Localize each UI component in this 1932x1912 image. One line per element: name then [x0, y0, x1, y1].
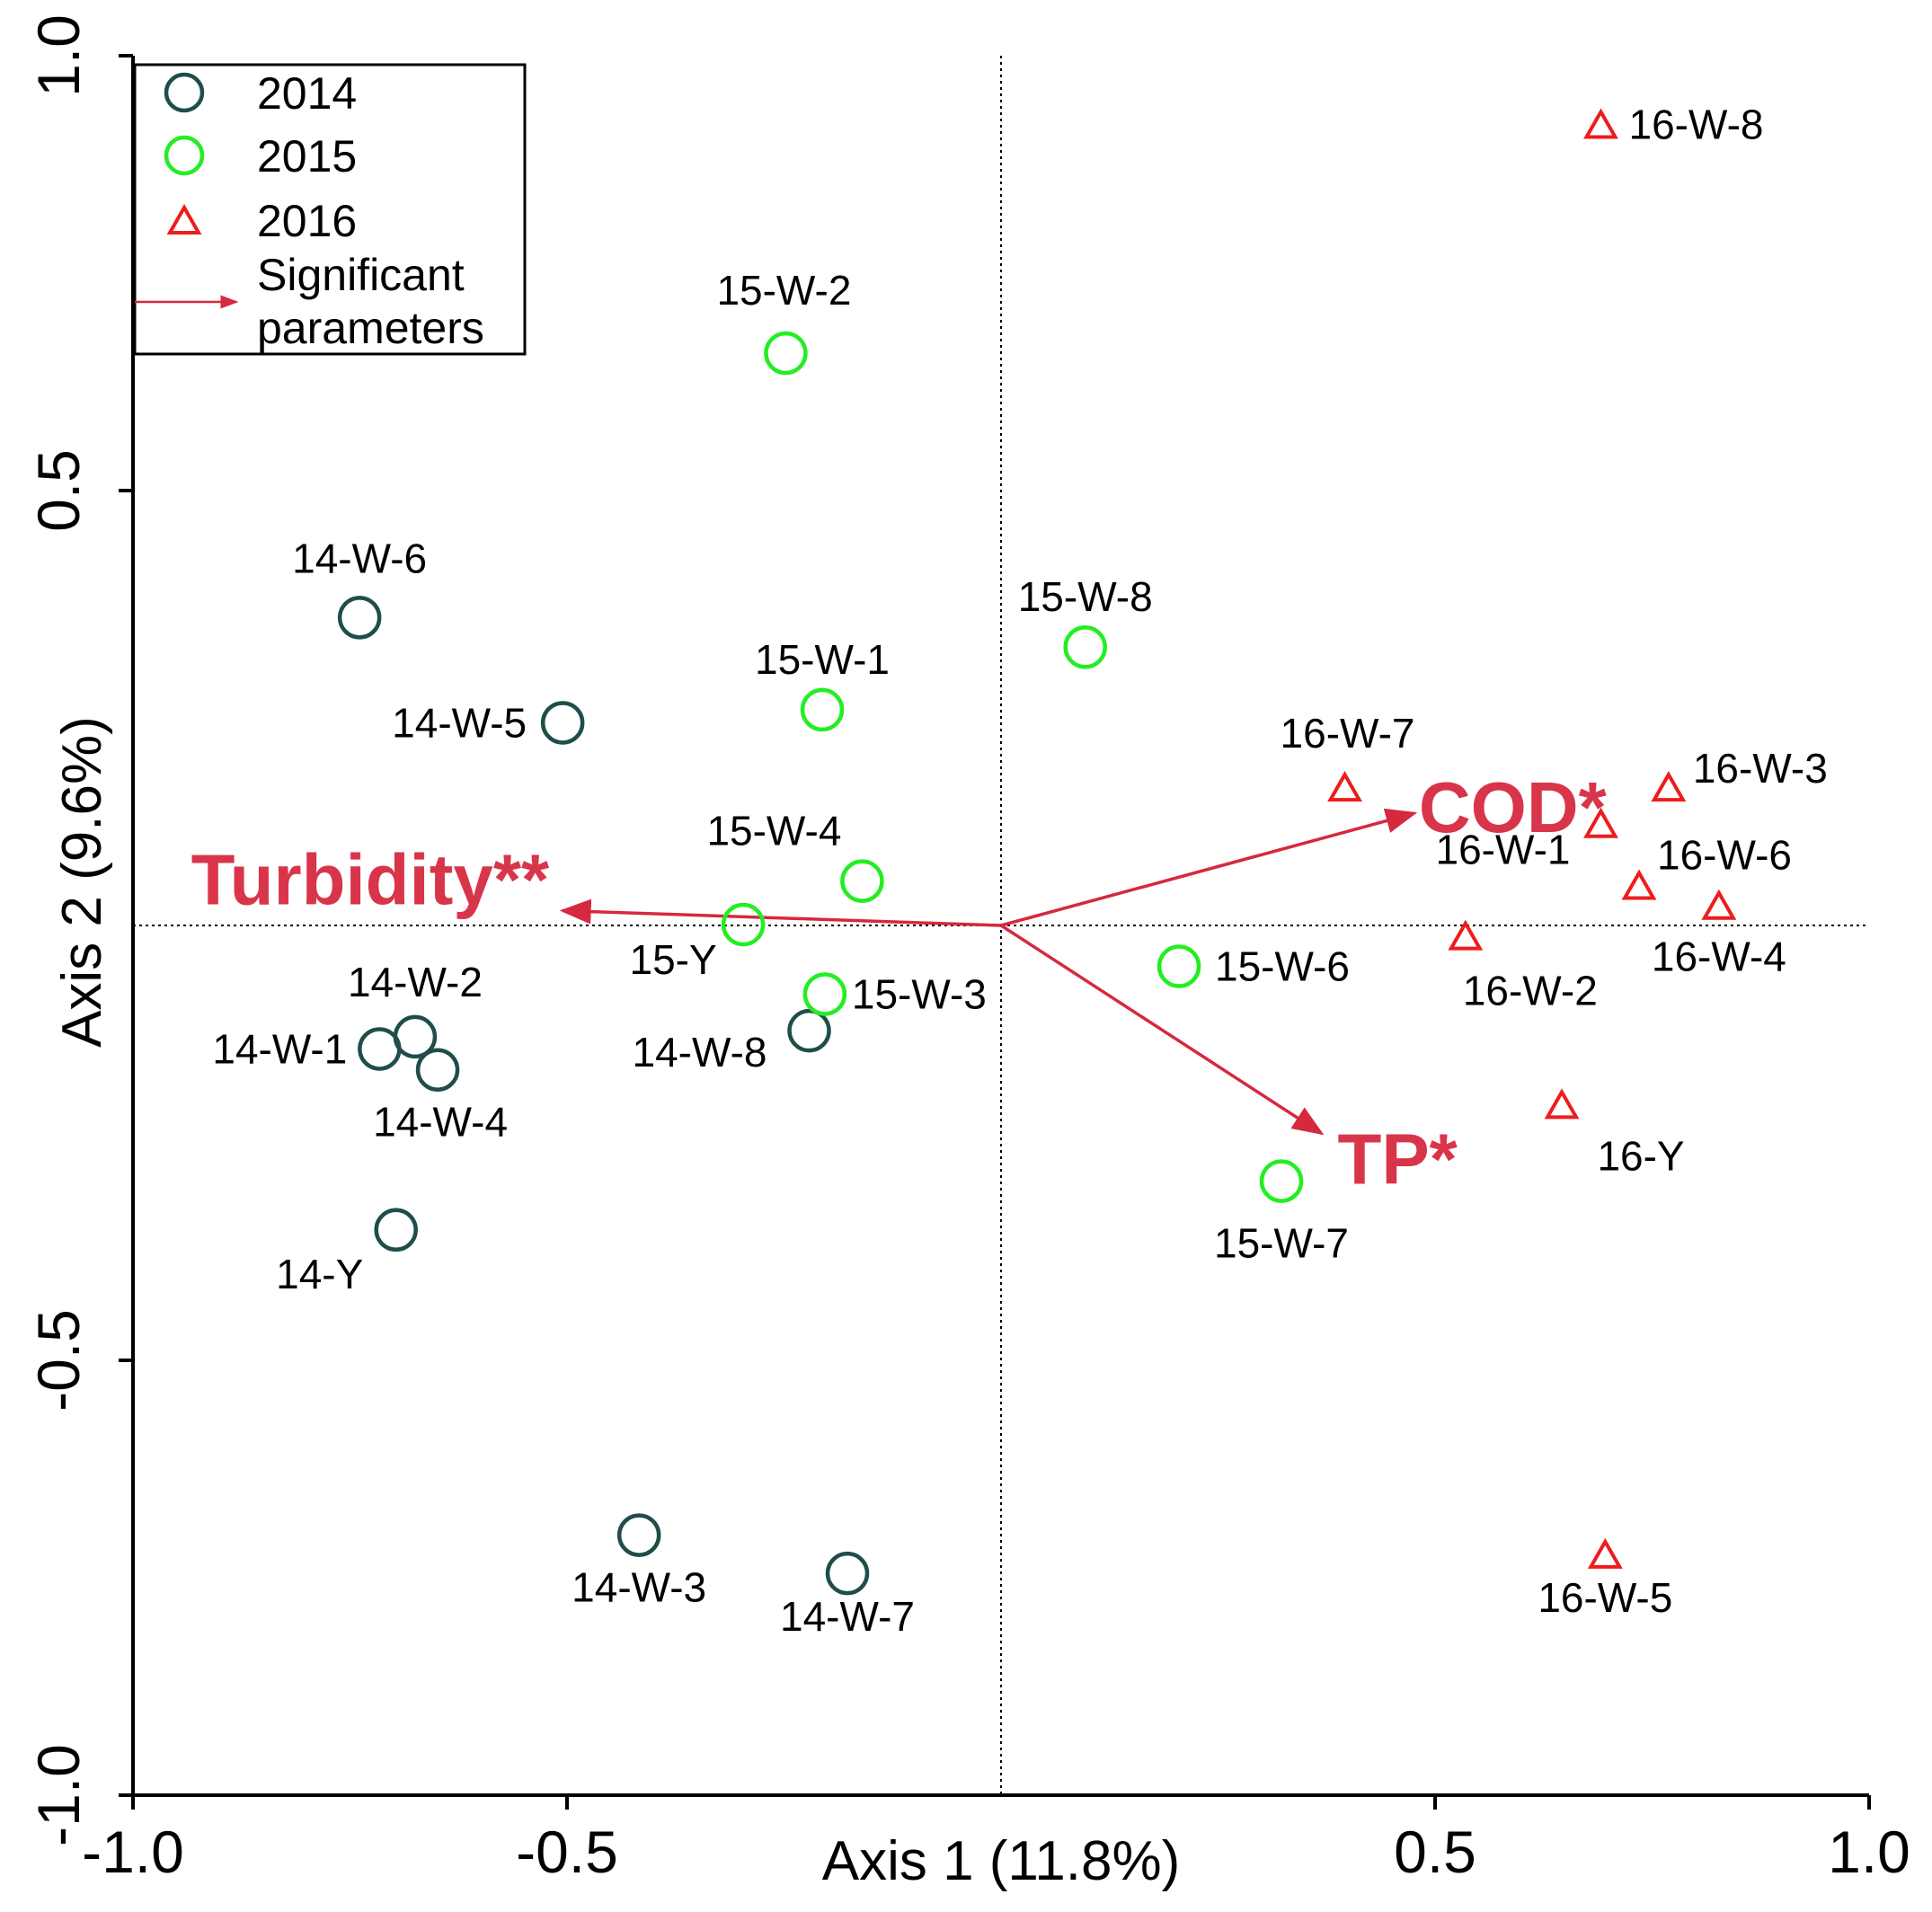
legend-label-2014: 2014 — [257, 68, 357, 119]
x-tick-label: 1.0 — [1828, 1819, 1910, 1885]
point-14-w-5[interactable] — [540, 701, 585, 745]
point-label-14-w-8: 14-W-8 — [633, 1029, 767, 1076]
point-16-w-2[interactable] — [1448, 919, 1484, 951]
y-tick-label: -1.0 — [25, 1744, 92, 1846]
point-15-w-4[interactable] — [840, 859, 884, 903]
point-label-16-w-5: 16-W-5 — [1538, 1574, 1672, 1621]
legend-marker-2015 — [164, 135, 205, 176]
point-16-w-3[interactable] — [1651, 771, 1687, 802]
tp-vector — [1000, 924, 1325, 1136]
point-label-15-w-8: 15-W-8 — [1018, 573, 1153, 620]
point-label-16-w-4: 16-W-4 — [1652, 934, 1786, 980]
cod-vector — [1000, 808, 1418, 927]
point-14-y[interactable] — [374, 1208, 418, 1253]
point-14-w-8[interactable] — [787, 1008, 831, 1053]
point-15-w-8[interactable] — [1063, 624, 1107, 669]
point-16-w-8[interactable] — [1583, 108, 1618, 139]
point-label-16-w-3: 16-W-3 — [1693, 745, 1828, 792]
point-label-14-w-6: 14-W-6 — [292, 535, 427, 581]
x-tick-label: -1.0 — [82, 1819, 184, 1885]
point-label-15-w-4: 15-W-4 — [706, 808, 841, 854]
x-axis-title: Axis 1 (11.8%) — [822, 1830, 1181, 1892]
point-label-16-w-1: 16-W-1 — [1436, 827, 1571, 873]
legend-label-significant: Significant — [257, 250, 465, 300]
point-label-14-w-3: 14-W-3 — [572, 1564, 706, 1611]
turbidity-vector-label: Turbidity** — [191, 840, 550, 920]
point-label-14-y: 14-Y — [276, 1251, 363, 1297]
point-16-w-6[interactable] — [1621, 869, 1657, 900]
point-15-w-1[interactable] — [800, 687, 845, 732]
point-14-w-4[interactable] — [415, 1048, 460, 1092]
x-tick-label: 0.5 — [1394, 1819, 1476, 1885]
y-tick-label: -0.5 — [25, 1309, 92, 1412]
point-14-w-3[interactable] — [616, 1513, 661, 1557]
point-label-15-w-3: 15-W-3 — [852, 970, 987, 1017]
y-axis-title: Axis 2 (9.6%) — [51, 716, 113, 1048]
point-15-w-2[interactable] — [764, 331, 808, 376]
point-label-15-w-1: 15-W-1 — [755, 636, 890, 683]
legend-label-2016: 2016 — [257, 196, 357, 246]
point-16-w-4[interactable] — [1701, 889, 1737, 920]
point-16-w-1[interactable] — [1583, 807, 1618, 838]
point-label-15-w-6: 15-W-6 — [1215, 943, 1350, 989]
point-15-y[interactable] — [721, 902, 766, 947]
point-label-15-w-2: 15-W-2 — [716, 267, 851, 314]
point-label-14-w-7: 14-W-7 — [780, 1593, 915, 1640]
cod-vector-label: COD* — [1419, 767, 1608, 847]
legend-label-parameters: parameters — [257, 303, 484, 353]
point-16-w-7[interactable] — [1327, 771, 1362, 802]
point-15-w-3[interactable] — [802, 972, 847, 1016]
point-label-16-w-8: 16-W-8 — [1629, 101, 1764, 147]
point-label-16-w-7: 16-W-7 — [1281, 710, 1415, 757]
legend-marker-2014 — [164, 72, 205, 113]
point-label-14-w-2: 14-W-2 — [348, 959, 483, 1005]
point-15-w-7[interactable] — [1259, 1159, 1304, 1203]
y-tick-label: 1.0 — [25, 14, 92, 97]
tp-vector-label: TP* — [1337, 1119, 1458, 1199]
point-label-14-w-4: 14-W-4 — [373, 1099, 508, 1146]
turbidity-vector — [559, 898, 1002, 927]
point-14-w-7[interactable] — [825, 1551, 870, 1596]
point-label-14-w-5: 14-W-5 — [392, 699, 527, 746]
point-label-15-w-7: 15-W-7 — [1214, 1220, 1349, 1267]
legend-box — [133, 63, 527, 356]
x-tick-label: -0.5 — [516, 1819, 618, 1885]
point-label-14-w-1: 14-W-1 — [212, 1025, 347, 1072]
legend-marker-2016 — [166, 203, 202, 235]
point-16-y[interactable] — [1544, 1088, 1580, 1120]
point-label-16-y: 16-Y — [1597, 1132, 1684, 1179]
point-label-16-w-2: 16-W-2 — [1463, 968, 1598, 1014]
point-14-w-1[interactable] — [358, 1027, 402, 1071]
point-label-16-w-6: 16-W-6 — [1657, 831, 1792, 878]
point-label-15-y: 15-Y — [630, 936, 717, 983]
point-14-w-6[interactable] — [337, 596, 382, 640]
y-tick-label: 0.5 — [25, 449, 92, 532]
point-16-w-5[interactable] — [1587, 1537, 1623, 1569]
point-15-w-6[interactable] — [1157, 944, 1201, 988]
legend-label-2015: 2015 — [257, 131, 357, 181]
